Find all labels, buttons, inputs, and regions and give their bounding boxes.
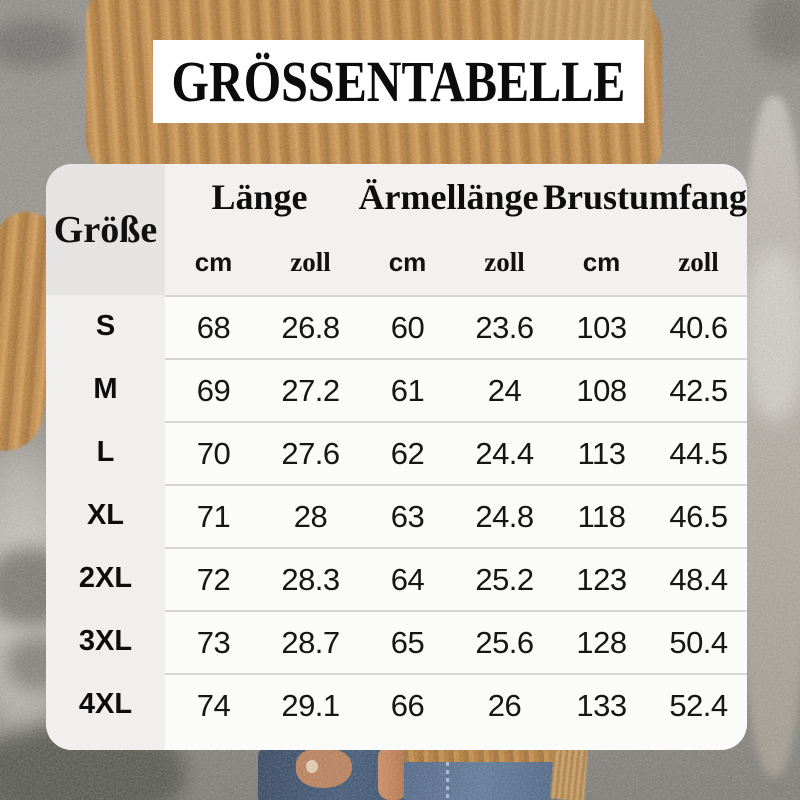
- table-header: Größe Länge Ärmellänge Brustumfang cm zo…: [46, 164, 747, 295]
- cell-value: 29.1: [262, 673, 359, 750]
- cell-value: 61: [359, 358, 456, 421]
- cell-value: 48.4: [650, 547, 747, 610]
- cell-value: 118: [553, 484, 650, 547]
- row-size-label: 4XL: [46, 673, 165, 750]
- unit-header-zoll: zoll: [678, 246, 719, 277]
- cell-value: 74: [165, 673, 262, 750]
- cell-value: 108: [553, 358, 650, 421]
- cell-value: 42.5: [650, 358, 747, 421]
- group-header-row: Länge Ärmellänge Brustumfang: [165, 164, 747, 230]
- cell-value: 28: [262, 484, 359, 547]
- cell-value: 133: [553, 673, 650, 750]
- cell-value: 27.2: [262, 358, 359, 421]
- cell-value: 46.5: [650, 484, 747, 547]
- table-row: L 70 27.6 62 24.4 113 44.5: [46, 421, 747, 484]
- cell-value: 44.5: [650, 421, 747, 484]
- group-header-brustumfang: Brustumfang: [542, 176, 747, 217]
- table-row: 3XL 73 28.7 65 25.6 128 50.4: [46, 610, 747, 673]
- cell-value: 25.6: [456, 610, 553, 673]
- cell-value: 73: [165, 610, 262, 673]
- row-size-label: 2XL: [46, 547, 165, 610]
- unit-header-cm: cm: [388, 246, 427, 277]
- unit-header-cm: cm: [582, 246, 621, 277]
- cell-value: 27.6: [262, 421, 359, 484]
- cell-value: 64: [359, 547, 456, 610]
- cell-value: 66: [359, 673, 456, 750]
- cell-value: 24.4: [456, 421, 553, 484]
- row-size-label: 3XL: [46, 610, 165, 673]
- page-title: GRÖSSENTABELLE: [171, 49, 626, 114]
- cell-value: 26: [456, 673, 553, 750]
- table-row: 4XL 74 29.1 66 26 133 52.4: [46, 673, 747, 750]
- group-header-laenge: Länge: [211, 176, 308, 217]
- cell-value: 68: [165, 295, 262, 358]
- cell-value: 103: [553, 295, 650, 358]
- unit-header-zoll: zoll: [484, 246, 525, 277]
- group-header-aermellaenge: Ärmellänge: [358, 176, 539, 217]
- cell-value: 72: [165, 547, 262, 610]
- cell-value: 28.3: [262, 547, 359, 610]
- unit-header-zoll: zoll: [290, 246, 331, 277]
- cell-value: 70: [165, 421, 262, 484]
- cell-value: 24: [456, 358, 553, 421]
- cell-value: 69: [165, 358, 262, 421]
- row-size-label: L: [46, 421, 165, 484]
- cell-value: 63: [359, 484, 456, 547]
- cell-value: 71: [165, 484, 262, 547]
- cell-value: 65: [359, 610, 456, 673]
- table-row: 2XL 72 28.3 64 25.2 123 48.4: [46, 547, 747, 610]
- table-row: M 69 27.2 61 24 108 42.5: [46, 358, 747, 421]
- cell-value: 128: [553, 610, 650, 673]
- table-row: S 68 26.8 60 23.6 103 40.6: [46, 295, 747, 358]
- title-box: GRÖSSENTABELLE: [153, 40, 644, 123]
- table-row: XL 71 28 63 24.8 118 46.5: [46, 484, 747, 547]
- corner-header-cell: Größe: [46, 164, 165, 295]
- cell-value: 24.8: [456, 484, 553, 547]
- unit-header-row: cm zoll cm zoll cm zoll: [165, 230, 747, 296]
- cell-value: 52.4: [650, 673, 747, 750]
- cell-value: 123: [553, 547, 650, 610]
- row-size-label: M: [46, 358, 165, 421]
- unit-header-cm: cm: [194, 246, 233, 277]
- row-size-label: XL: [46, 484, 165, 547]
- cell-value: 26.8: [262, 295, 359, 358]
- cell-value: 50.4: [650, 610, 747, 673]
- header-right-area: Länge Ärmellänge Brustumfang cm zoll cm …: [165, 164, 747, 295]
- cell-value: 40.6: [650, 295, 747, 358]
- cell-value: 28.7: [262, 610, 359, 673]
- corner-header-label: Größe: [53, 208, 158, 251]
- cell-value: 62: [359, 421, 456, 484]
- row-size-label: S: [46, 295, 165, 358]
- cell-value: 25.2: [456, 547, 553, 610]
- cell-value: 60: [359, 295, 456, 358]
- cell-value: 23.6: [456, 295, 553, 358]
- size-table: Größe Länge Ärmellänge Brustumfang cm zo…: [46, 164, 747, 750]
- cell-value: 113: [553, 421, 650, 484]
